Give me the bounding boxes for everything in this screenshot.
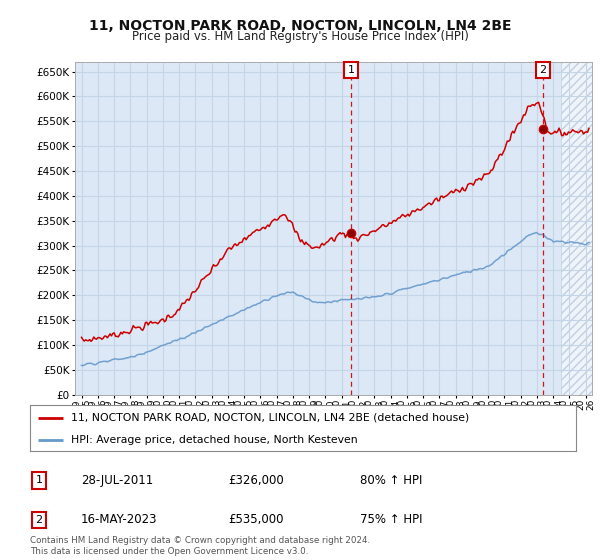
Text: 11, NOCTON PARK ROAD, NOCTON, LINCOLN, LN4 2BE: 11, NOCTON PARK ROAD, NOCTON, LINCOLN, L… [89, 19, 511, 33]
Text: 75% ↑ HPI: 75% ↑ HPI [360, 513, 422, 526]
Bar [561, 62, 600, 395]
Text: HPI: Average price, detached house, North Kesteven: HPI: Average price, detached house, Nort… [71, 435, 358, 445]
Text: Contains HM Land Registry data © Crown copyright and database right 2024.
This d: Contains HM Land Registry data © Crown c… [30, 536, 370, 556]
Text: 1: 1 [35, 475, 43, 486]
Bar [561, 62, 600, 395]
Text: 80% ↑ HPI: 80% ↑ HPI [360, 474, 422, 487]
Text: 11, NOCTON PARK ROAD, NOCTON, LINCOLN, LN4 2BE (detached house): 11, NOCTON PARK ROAD, NOCTON, LINCOLN, L… [71, 413, 469, 423]
Text: 2: 2 [539, 65, 547, 75]
Text: Price paid vs. HM Land Registry's House Price Index (HPI): Price paid vs. HM Land Registry's House … [131, 30, 469, 43]
Text: £326,000: £326,000 [228, 474, 284, 487]
Text: 1: 1 [347, 65, 355, 75]
Text: £535,000: £535,000 [228, 513, 284, 526]
Text: 16-MAY-2023: 16-MAY-2023 [81, 513, 157, 526]
Text: 2: 2 [35, 515, 43, 525]
Text: 28-JUL-2011: 28-JUL-2011 [81, 474, 153, 487]
